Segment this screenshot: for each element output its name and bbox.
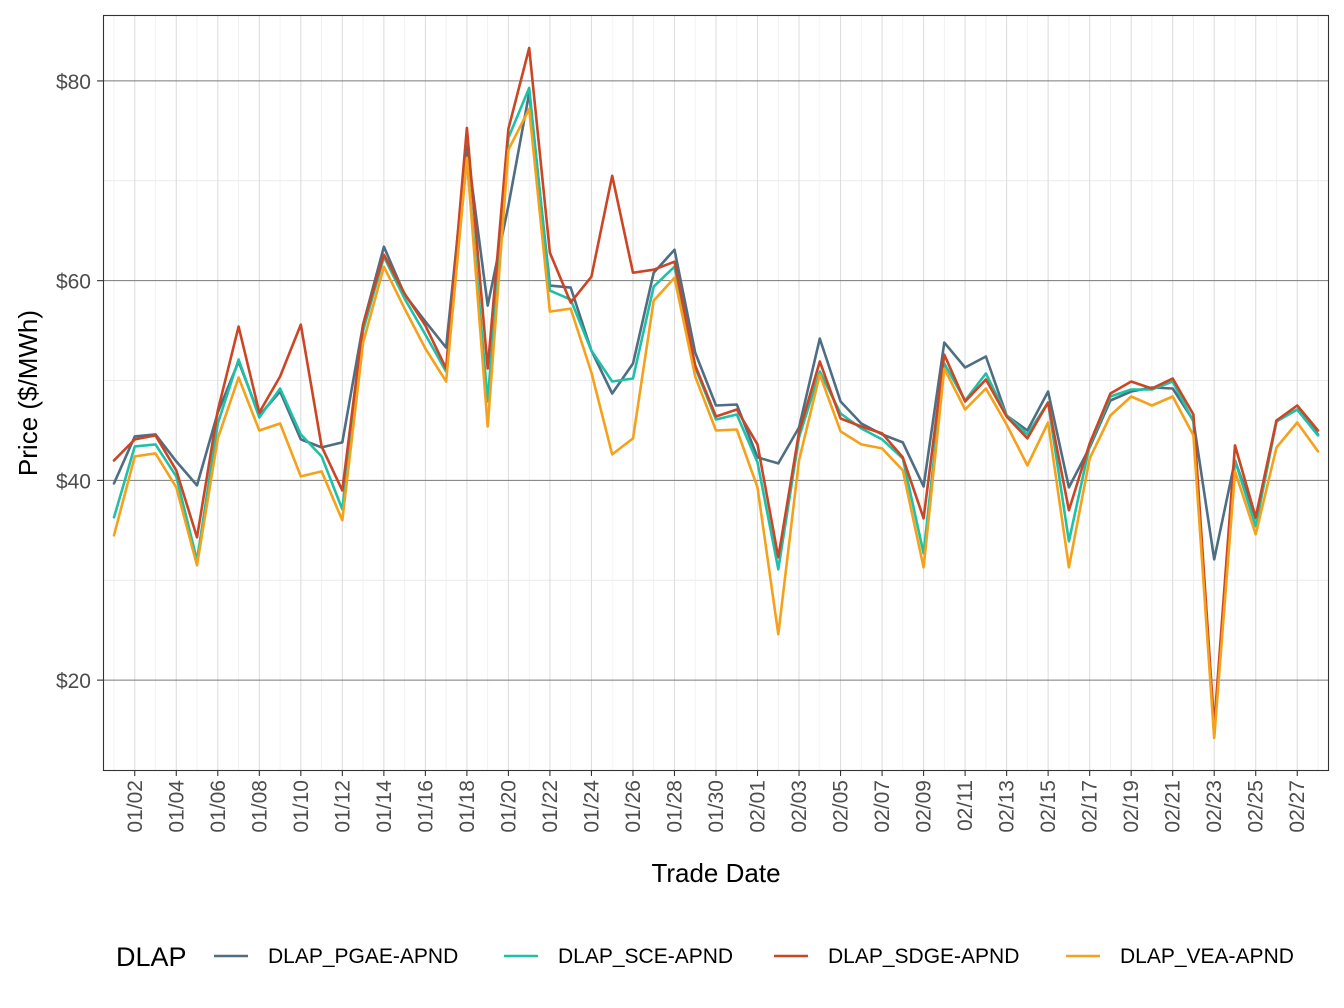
series-lines: [112, 46, 1320, 740]
x-tick-label: 02/15: [1037, 780, 1060, 833]
series-line-DLAP_VEA-APND: [112, 107, 1320, 740]
y-tick-label: $40: [56, 470, 91, 493]
x-tick-label: 02/01: [747, 780, 770, 833]
x-tick-label: 02/11: [954, 780, 977, 831]
x-tick-label: 01/14: [373, 780, 396, 833]
x-tick-label: 02/09: [913, 780, 936, 833]
x-tick-label: 02/19: [1120, 780, 1143, 833]
x-tick-label: 01/20: [497, 780, 520, 833]
legend-label: DLAP_PGAE-APND: [268, 945, 458, 968]
x-tick-label: 01/12: [331, 780, 354, 833]
x-tick-label: 01/28: [663, 780, 686, 833]
legend: DLAP DLAP_PGAE-APND DLAP_SCE-APND DLAP_SDG…: [116, 942, 1294, 972]
series-line-DLAP_PGAE-APND: [112, 91, 1320, 561]
x-tick-label: 01/18: [456, 780, 479, 833]
x-tick-label: 02/05: [830, 780, 853, 833]
x-tick-label: 01/10: [290, 780, 313, 833]
legend-title: DLAP: [116, 942, 187, 972]
legend-label: DLAP_SDGE-APND: [828, 945, 1019, 968]
x-tick-label: 02/13: [996, 780, 1019, 833]
x-tick-label: 01/16: [414, 780, 437, 833]
series-line-DLAP_SCE-APND: [112, 86, 1320, 737]
legend-label: DLAP_SCE-APND: [558, 945, 733, 968]
x-tick-label: 01/04: [165, 780, 188, 833]
y-axis-title: Price ($/MWh): [13, 310, 43, 476]
x-tick-label: 01/02: [124, 780, 147, 833]
x-tick-label: 01/08: [248, 780, 271, 833]
x-tick-label: 02/23: [1203, 780, 1226, 833]
legend-label: DLAP_VEA-APND: [1120, 945, 1294, 968]
x-tick-label: 02/07: [871, 780, 894, 833]
x-tick-label: 01/06: [207, 780, 230, 833]
y-tick-label: $60: [56, 271, 91, 294]
x-tick-label: 01/24: [580, 780, 603, 833]
x-axis: 01/02 01/04 01/06 01/08 01/10 01/12 01/14 01/16…: [124, 770, 1309, 833]
x-tick-label: 01/22: [539, 780, 562, 833]
y-tick-label: $20: [56, 670, 91, 693]
major-gridlines: [104, 16, 1328, 770]
x-tick-label: 01/30: [705, 780, 728, 833]
series-line-DLAP_SDGE-APND: [112, 46, 1320, 728]
x-tick-label: 02/27: [1286, 780, 1309, 833]
y-tick-label: $80: [56, 71, 91, 94]
x-tick-label: 02/03: [788, 780, 811, 833]
x-tick-label: 02/21: [1162, 780, 1185, 833]
y-axis: $20 $40 $60 $80: [56, 71, 104, 693]
x-tick-label: 02/17: [1079, 780, 1102, 833]
x-tick-label: 01/26: [622, 780, 645, 833]
x-tick-label: 02/25: [1245, 780, 1268, 833]
x-axis-title: Trade Date: [651, 858, 780, 888]
